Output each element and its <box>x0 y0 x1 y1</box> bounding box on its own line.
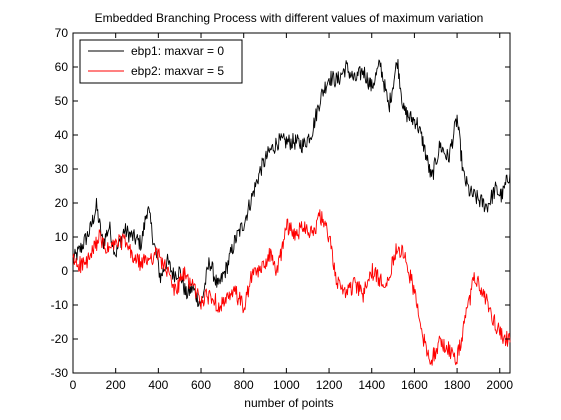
y-tick-label: -20 <box>51 332 69 346</box>
x-tick-label: 1200 <box>316 378 343 392</box>
y-tick-label: 60 <box>55 60 69 74</box>
legend-box <box>79 39 243 84</box>
y-tick-label: 70 <box>55 26 69 40</box>
chart-title: Embedded Branching Process with differen… <box>95 11 484 25</box>
series-layer <box>72 59 511 366</box>
y-tick-label: 40 <box>55 128 69 142</box>
x-tick-label: 0 <box>70 378 77 392</box>
legend-label-ebp1: ebp1: maxvar = 0 <box>131 44 224 58</box>
x-tick-label: 600 <box>191 378 211 392</box>
y-tick-label: 20 <box>55 196 69 210</box>
y-tick-label: 30 <box>55 162 69 176</box>
x-tick-label: 400 <box>148 378 168 392</box>
y-tick-labels: -30 -20 -10 0 10 20 30 40 50 60 70 <box>51 26 69 380</box>
series-line-2 <box>72 209 511 366</box>
x-tick-label: 1400 <box>358 378 385 392</box>
y-tick-label: -30 <box>51 366 69 380</box>
legend: ebp1: maxvar = 0 ebp2: maxvar = 5 <box>79 39 243 84</box>
x-tick-label: 1000 <box>273 378 300 392</box>
series-line-1 <box>72 59 511 307</box>
x-tick-label: 1600 <box>401 378 428 392</box>
y-tick-label: 0 <box>61 264 68 278</box>
legend-label-ebp2: ebp2: maxvar = 5 <box>131 64 224 78</box>
ticks-layer <box>72 32 510 374</box>
y-tick-label: 10 <box>55 230 69 244</box>
x-axis-label: number of points <box>244 396 333 410</box>
y-tick-label: -10 <box>51 298 69 312</box>
y-tick-label: 50 <box>55 94 69 108</box>
x-tick-label: 1800 <box>444 378 471 392</box>
x-tick-labels: 0 200 400 600 800 1000 1200 1400 1600 1800 2000 <box>70 378 514 392</box>
x-tick-label: 200 <box>106 378 126 392</box>
plot-area <box>72 32 511 374</box>
x-tick-label: 800 <box>234 378 254 392</box>
x-tick-label: 2000 <box>486 378 513 392</box>
